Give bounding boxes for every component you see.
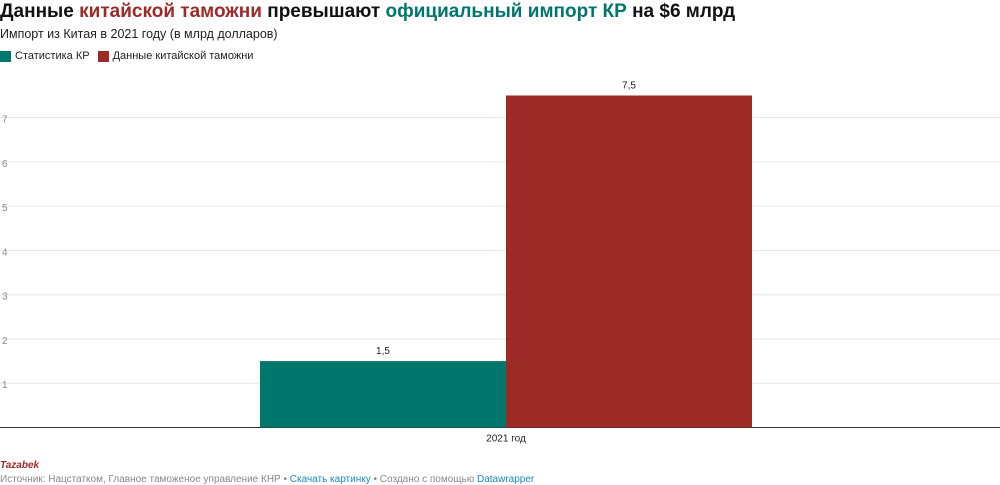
x-tick-labels: 2021 год — [486, 434, 526, 445]
y-tick-2: 2 — [2, 336, 8, 347]
y-tick-labels: 1 2 3 4 5 6 7 — [2, 115, 8, 392]
bar-label-0: 1,5 — [376, 346, 390, 357]
bar-1 — [506, 95, 752, 428]
legend-label-china: Данные китайской таможни — [112, 50, 254, 62]
brand-logo: Tazabek — [0, 460, 40, 471]
y-tick-5: 5 — [2, 203, 8, 214]
download-image-link[interactable]: Скачать картинку — [289, 474, 371, 485]
legend-label-kr: Статистика КР — [15, 50, 90, 62]
title-part-3: официальный импорт КР — [385, 1, 627, 22]
x-tick-0: 2021 год — [486, 434, 526, 445]
title-part-1: китайской таможни — [79, 1, 262, 22]
y-tick-4: 4 — [2, 247, 8, 258]
bar-0 — [260, 361, 506, 428]
source-text: Источник: Нацстатком, Главное таможеное … — [0, 474, 290, 485]
grid-lines — [0, 117, 1000, 384]
y-tick-1: 1 — [2, 380, 8, 391]
created-with-text: • Создано с помощью — [370, 474, 477, 485]
data-labels: 1,5 7,5 — [376, 81, 636, 358]
source-line: Источник: Нацстатком, Главное таможеное … — [0, 474, 534, 485]
bar-label-1: 7,5 — [622, 81, 636, 92]
y-tick-6: 6 — [2, 159, 8, 170]
chart-title: Данные китайской таможни превышают офици… — [0, 1, 735, 23]
legend-item-kr: Статистика КР — [0, 50, 90, 62]
title-part-2: превышают — [261, 1, 386, 22]
datawrapper-link[interactable]: Datawrapper — [477, 474, 535, 485]
legend-item-china: Данные китайской таможни — [97, 50, 254, 62]
title-part-0: Данные — [0, 1, 80, 22]
legend: Статистика КР Данные китайской таможни — [0, 50, 261, 62]
bars — [260, 95, 752, 428]
chart-subtitle: Импорт из Китая в 2021 году (в млрд долл… — [0, 27, 278, 41]
title-part-4: на $6 млрд — [626, 1, 736, 22]
y-tick-3: 3 — [2, 292, 8, 303]
legend-swatch-china — [97, 50, 109, 62]
y-tick-7: 7 — [2, 115, 8, 126]
legend-swatch-kr — [0, 50, 11, 62]
